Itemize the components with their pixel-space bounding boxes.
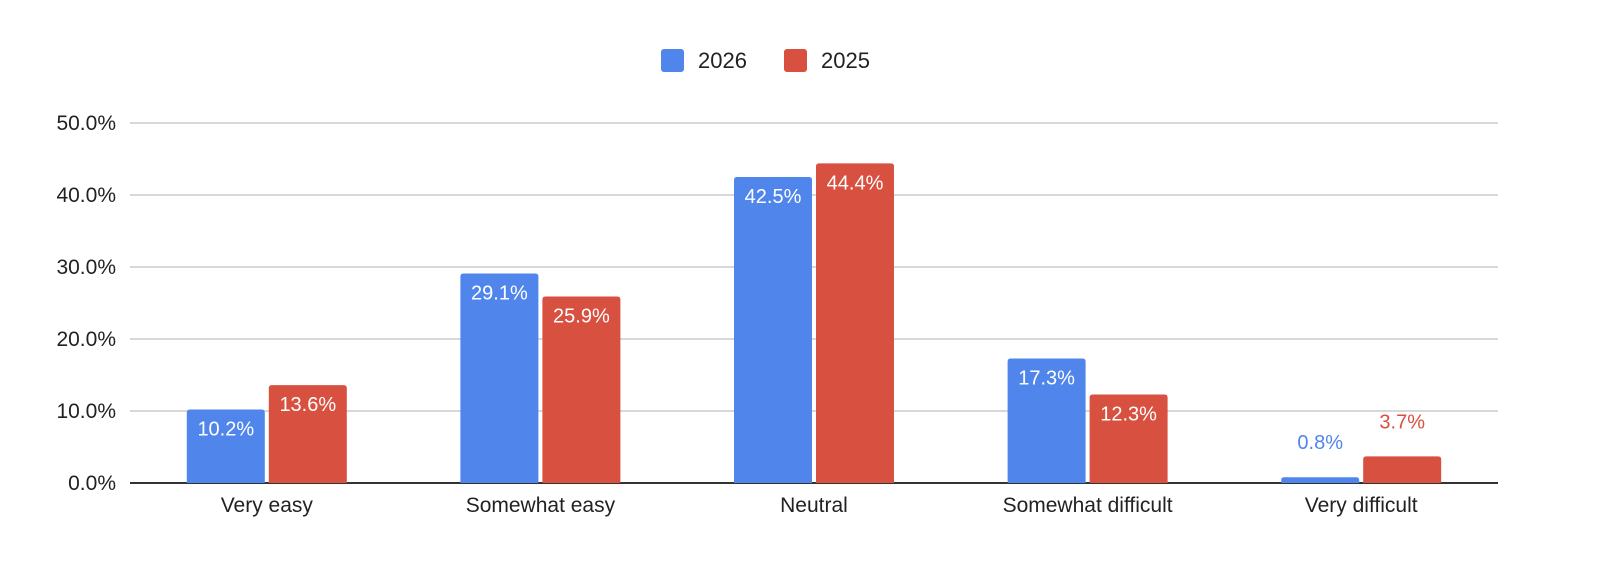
x-tick-label: Neutral bbox=[780, 494, 848, 517]
legend-label: 2026 bbox=[698, 48, 747, 73]
bar-2026-4 bbox=[1281, 477, 1360, 483]
x-tick-label: Somewhat easy bbox=[466, 494, 616, 517]
data-label: 10.2% bbox=[197, 419, 254, 441]
y-tick-label: 10.0% bbox=[56, 400, 116, 423]
y-tick-label: 50.0% bbox=[56, 112, 116, 135]
gridlines bbox=[130, 122, 1498, 412]
data-label: 44.4% bbox=[827, 172, 884, 194]
bar-2025-4 bbox=[1363, 456, 1442, 483]
legend: 2026 2025 bbox=[661, 48, 870, 73]
data-label: 25.9% bbox=[553, 306, 610, 328]
legend-label: 2025 bbox=[821, 48, 870, 73]
x-axis: Very easy Somewhat easy Neutral Somewhat di… bbox=[221, 494, 1418, 517]
y-tick-label: 30.0% bbox=[56, 256, 116, 279]
data-label: 17.3% bbox=[1018, 367, 1075, 389]
data-label: 13.6% bbox=[279, 394, 336, 416]
data-labels: 10.2% 13.6% 29.1% 25.9% 42.5% 44.4% 17.3% 12.3%… bbox=[197, 172, 1425, 454]
y-tick-label: 40.0% bbox=[56, 184, 116, 207]
legend-swatch-2025 bbox=[784, 49, 807, 72]
y-axis: 0.0% 10.0% 20.0% 30.0% 40.0% 50.0% bbox=[56, 112, 1498, 495]
data-label: 42.5% bbox=[745, 186, 802, 208]
x-tick-label: Somewhat difficult bbox=[1003, 494, 1173, 517]
y-tick-label: 20.0% bbox=[56, 328, 116, 351]
bar-2025-2 bbox=[816, 163, 894, 483]
data-label: 3.7% bbox=[1379, 411, 1425, 433]
x-tick-label: Very difficult bbox=[1305, 494, 1418, 517]
x-tick-label: Very easy bbox=[221, 494, 314, 517]
y-tick-label: 0.0% bbox=[68, 472, 116, 495]
bar-2026-1 bbox=[460, 273, 539, 483]
bar-2025-3 bbox=[1089, 394, 1168, 483]
legend-swatch-2026 bbox=[661, 49, 684, 72]
bar-2026-2 bbox=[734, 177, 812, 483]
data-label: 12.3% bbox=[1100, 403, 1157, 425]
bar-2025-0 bbox=[268, 385, 347, 483]
bars bbox=[186, 163, 1442, 483]
data-label: 29.1% bbox=[471, 282, 528, 304]
bar-2025-1 bbox=[542, 296, 621, 483]
data-label: 0.8% bbox=[1297, 432, 1343, 454]
bar-2026-0 bbox=[186, 409, 265, 483]
bar-2026-3 bbox=[1007, 358, 1086, 483]
